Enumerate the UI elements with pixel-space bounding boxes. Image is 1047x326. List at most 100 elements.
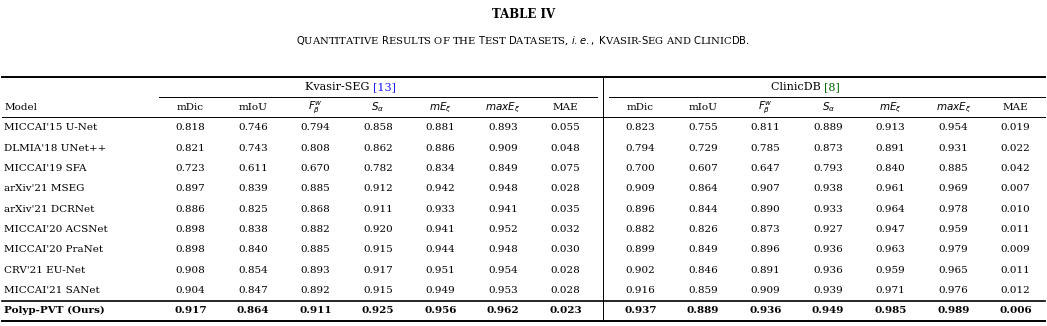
Text: 0.042: 0.042 — [1001, 164, 1030, 173]
Text: $S_{\alpha}$: $S_{\alpha}$ — [822, 100, 834, 114]
Text: 0.909: 0.909 — [488, 143, 518, 153]
Text: 0.902: 0.902 — [626, 266, 655, 274]
Text: 0.944: 0.944 — [426, 245, 455, 254]
Text: 0.915: 0.915 — [363, 245, 393, 254]
Text: 0.873: 0.873 — [814, 143, 843, 153]
Text: 0.907: 0.907 — [751, 184, 780, 193]
Text: 0.854: 0.854 — [238, 266, 268, 274]
Text: 0.700: 0.700 — [626, 164, 655, 173]
Text: MICCAI'20 ACSNet: MICCAI'20 ACSNet — [4, 225, 108, 234]
Text: 0.839: 0.839 — [238, 184, 268, 193]
Text: 0.670: 0.670 — [300, 164, 330, 173]
Text: 0.979: 0.979 — [938, 245, 968, 254]
Text: MAE: MAE — [553, 103, 578, 112]
Text: 0.844: 0.844 — [688, 204, 718, 214]
Text: 0.028: 0.028 — [551, 266, 580, 274]
Text: $\mathsf{Q}$UANTITATIVE $\mathsf{R}$ESULTS OF THE $\mathsf{T}$EST $\mathsf{D}$AT: $\mathsf{Q}$UANTITATIVE $\mathsf{R}$ESUL… — [296, 34, 751, 47]
Text: 0.909: 0.909 — [626, 184, 655, 193]
Text: 0.942: 0.942 — [426, 184, 455, 193]
Text: 0.938: 0.938 — [814, 184, 843, 193]
Text: 0.954: 0.954 — [488, 266, 518, 274]
Text: 0.890: 0.890 — [751, 204, 780, 214]
Text: 0.834: 0.834 — [426, 164, 455, 173]
Text: 0.023: 0.023 — [550, 306, 582, 315]
Text: 0.825: 0.825 — [238, 204, 268, 214]
Text: 0.948: 0.948 — [488, 245, 518, 254]
Text: 0.963: 0.963 — [876, 245, 906, 254]
Text: 0.976: 0.976 — [938, 286, 968, 295]
Text: 0.794: 0.794 — [626, 143, 655, 153]
Text: 0.882: 0.882 — [626, 225, 655, 234]
Text: 0.886: 0.886 — [426, 143, 455, 153]
Text: mDic: mDic — [177, 103, 204, 112]
Text: 0.846: 0.846 — [688, 266, 718, 274]
Text: 0.794: 0.794 — [300, 123, 330, 132]
Text: 0.785: 0.785 — [751, 143, 780, 153]
Text: 0.011: 0.011 — [1001, 225, 1030, 234]
Text: 0.941: 0.941 — [426, 225, 455, 234]
Text: $mE_{\xi}$: $mE_{\xi}$ — [879, 100, 903, 114]
Text: 0.873: 0.873 — [751, 225, 780, 234]
Text: 0.818: 0.818 — [176, 123, 205, 132]
Text: mIoU: mIoU — [239, 103, 267, 112]
Text: 0.019: 0.019 — [1001, 123, 1030, 132]
Text: 0.055: 0.055 — [551, 123, 580, 132]
Text: Kvasir-SEG: Kvasir-SEG — [305, 82, 373, 92]
Text: 0.936: 0.936 — [750, 306, 782, 315]
Text: 0.808: 0.808 — [300, 143, 330, 153]
Text: 0.048: 0.048 — [551, 143, 580, 153]
Text: 0.965: 0.965 — [938, 266, 968, 274]
Text: [13]: [13] — [373, 82, 396, 92]
Text: 0.956: 0.956 — [424, 306, 456, 315]
Text: 0.022: 0.022 — [1001, 143, 1030, 153]
Text: 0.889: 0.889 — [687, 306, 719, 315]
Text: 0.010: 0.010 — [1001, 204, 1030, 214]
Text: 0.823: 0.823 — [626, 123, 655, 132]
Text: 0.647: 0.647 — [751, 164, 780, 173]
Text: 0.821: 0.821 — [176, 143, 205, 153]
Text: 0.927: 0.927 — [814, 225, 843, 234]
Text: 0.862: 0.862 — [363, 143, 393, 153]
Text: 0.864: 0.864 — [688, 184, 718, 193]
Text: 0.913: 0.913 — [876, 123, 906, 132]
Text: $F_{\beta}^{w}$: $F_{\beta}^{w}$ — [308, 99, 322, 115]
Text: 0.882: 0.882 — [300, 225, 330, 234]
Text: MICCAI'15 U-Net: MICCAI'15 U-Net — [4, 123, 97, 132]
Text: 0.933: 0.933 — [426, 204, 455, 214]
Text: 0.729: 0.729 — [688, 143, 718, 153]
Text: 0.917: 0.917 — [363, 266, 393, 274]
Text: 0.949: 0.949 — [812, 306, 844, 315]
Text: Polyp-PVT (Ours): Polyp-PVT (Ours) — [4, 306, 105, 315]
Text: 0.917: 0.917 — [174, 306, 206, 315]
Text: 0.864: 0.864 — [237, 306, 269, 315]
Text: 0.743: 0.743 — [238, 143, 268, 153]
Text: 0.891: 0.891 — [876, 143, 906, 153]
Text: 0.964: 0.964 — [876, 204, 906, 214]
Text: 0.035: 0.035 — [551, 204, 580, 214]
Text: arXiv'21 DCRNet: arXiv'21 DCRNet — [4, 204, 94, 214]
Text: 0.859: 0.859 — [688, 286, 718, 295]
Text: 0.925: 0.925 — [361, 306, 395, 315]
Text: 0.755: 0.755 — [688, 123, 718, 132]
Text: $F_{\beta}^{w}$: $F_{\beta}^{w}$ — [758, 99, 773, 115]
Text: 0.782: 0.782 — [363, 164, 393, 173]
Text: 0.896: 0.896 — [626, 204, 655, 214]
Text: 0.723: 0.723 — [176, 164, 205, 173]
Text: 0.032: 0.032 — [551, 225, 580, 234]
Text: MAE: MAE — [1003, 103, 1028, 112]
Text: 0.931: 0.931 — [938, 143, 968, 153]
Text: 0.889: 0.889 — [814, 123, 843, 132]
Text: 0.953: 0.953 — [488, 286, 518, 295]
Text: 0.904: 0.904 — [176, 286, 205, 295]
Text: 0.607: 0.607 — [688, 164, 718, 173]
Text: 0.954: 0.954 — [938, 123, 968, 132]
Text: 0.011: 0.011 — [1001, 266, 1030, 274]
Text: 0.012: 0.012 — [1001, 286, 1030, 295]
Text: 0.952: 0.952 — [488, 225, 518, 234]
Text: 0.847: 0.847 — [238, 286, 268, 295]
Text: 0.840: 0.840 — [238, 245, 268, 254]
Text: CRV'21 EU-Net: CRV'21 EU-Net — [4, 266, 86, 274]
Text: MICCAI'19 SFA: MICCAI'19 SFA — [4, 164, 87, 173]
Text: MICCAI'21 SANet: MICCAI'21 SANet — [4, 286, 99, 295]
Text: 0.006: 0.006 — [1000, 306, 1032, 315]
